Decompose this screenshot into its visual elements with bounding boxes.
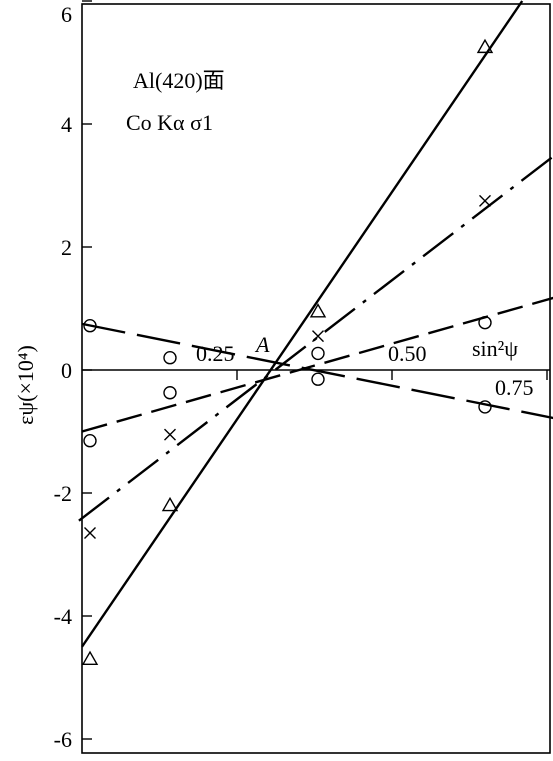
annotation-point-a: A xyxy=(254,332,270,357)
x-tick-label-0.50: 0.50 xyxy=(388,341,427,366)
point-s1-2 xyxy=(312,330,324,343)
data-points xyxy=(81,38,494,665)
plot-border xyxy=(81,3,551,754)
point-s0-3 xyxy=(476,38,494,54)
fit-line-0 xyxy=(81,0,524,648)
x-tick-label-0.75: 0.75 xyxy=(495,375,534,400)
x-axis-label: sin²ψ xyxy=(472,336,518,361)
point-s0-0 xyxy=(81,650,99,665)
fit-line-1 xyxy=(78,155,553,522)
point-s0-1 xyxy=(161,496,179,512)
y-tick-label-2: 2 xyxy=(61,235,72,260)
annotation-radiation: Co Kα σ1 xyxy=(126,110,213,135)
y-tick-label-4: 4 xyxy=(61,112,72,137)
point-s1-1 xyxy=(164,428,176,441)
y-tick-label-neg4: -4 xyxy=(54,604,72,629)
point-s3-1 xyxy=(163,351,177,365)
point-s3-2 xyxy=(311,372,325,386)
axis-ticks xyxy=(82,0,548,740)
y-tick-label-neg6: -6 xyxy=(54,727,72,752)
point-s2-3 xyxy=(478,315,492,330)
y-axis-label: εψ(×10⁴) xyxy=(13,345,38,425)
x-tick-label-0.25: 0.25 xyxy=(196,341,235,366)
point-s2-0 xyxy=(83,434,97,448)
y-tick-label-neg2: -2 xyxy=(54,481,72,506)
fit-lines xyxy=(78,0,553,648)
point-s3-3 xyxy=(478,400,492,414)
point-s1-0 xyxy=(84,526,96,539)
point-s2-1 xyxy=(163,386,177,400)
annotation-plane: Al(420)面 xyxy=(133,68,225,93)
point-s2-2 xyxy=(311,346,325,361)
point-s0-2 xyxy=(309,303,327,318)
y-tick-label-0: 0 xyxy=(61,358,72,383)
y-tick-label-6: 6 xyxy=(61,2,72,27)
point-s3-0 xyxy=(83,319,97,333)
point-s1-3 xyxy=(479,194,491,207)
